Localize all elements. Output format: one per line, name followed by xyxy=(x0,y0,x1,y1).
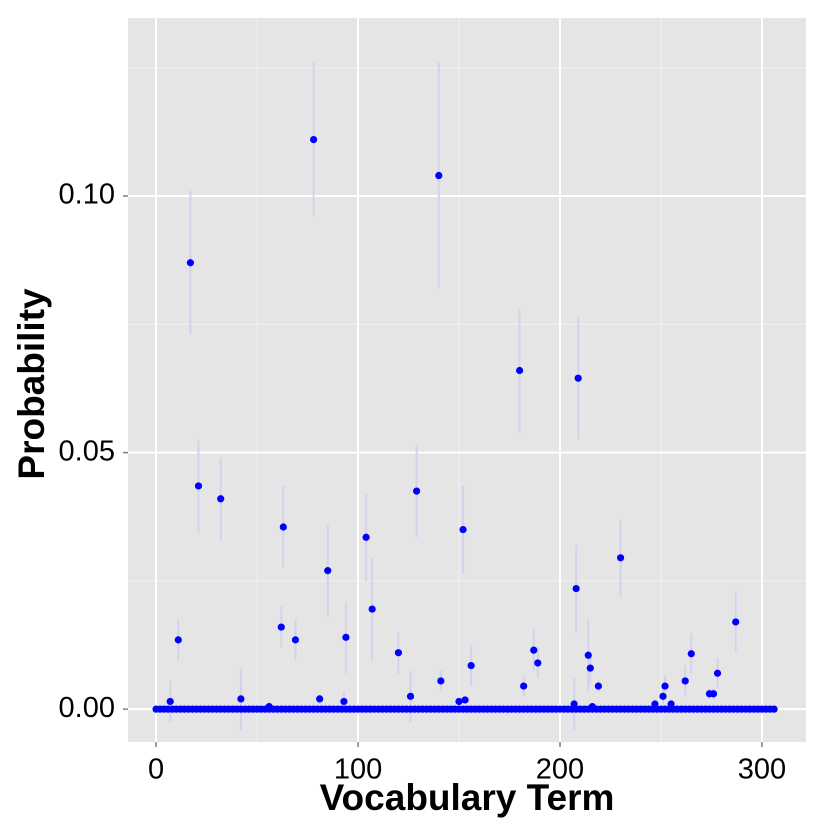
point xyxy=(362,533,370,541)
point xyxy=(530,646,538,654)
point xyxy=(455,697,463,706)
point xyxy=(394,649,403,657)
x-tick-label: 100 xyxy=(334,754,382,786)
point xyxy=(732,618,740,626)
point xyxy=(459,525,467,534)
point xyxy=(661,682,669,690)
point xyxy=(194,482,203,490)
point xyxy=(277,623,285,631)
y-tick-label: 0.00 xyxy=(59,692,115,724)
point xyxy=(574,374,582,382)
point xyxy=(340,697,348,706)
point xyxy=(435,171,443,180)
point xyxy=(217,495,225,503)
point xyxy=(584,651,592,659)
point xyxy=(291,636,300,644)
point xyxy=(770,705,778,713)
point xyxy=(667,700,675,708)
x-axis-title: Vocabulary Term xyxy=(320,777,615,818)
point xyxy=(461,696,469,704)
point xyxy=(166,697,174,706)
point xyxy=(687,650,695,658)
point xyxy=(709,690,718,698)
point xyxy=(713,669,722,677)
point xyxy=(651,700,659,708)
x-tick-label: 0 xyxy=(148,754,164,786)
point xyxy=(534,659,542,667)
point xyxy=(279,523,287,531)
point xyxy=(237,695,245,703)
point xyxy=(437,677,445,685)
point xyxy=(368,605,376,613)
point xyxy=(588,702,596,711)
x-tick-label: 300 xyxy=(738,754,786,786)
point xyxy=(616,554,625,562)
point xyxy=(467,661,475,670)
point xyxy=(516,366,524,375)
point xyxy=(586,664,594,672)
point xyxy=(265,702,273,711)
y-tick-label: 0.05 xyxy=(59,435,115,467)
point xyxy=(406,692,415,700)
point xyxy=(570,700,578,708)
y-tick-label: 0.10 xyxy=(59,179,115,211)
point xyxy=(174,636,182,644)
plot-panel xyxy=(128,18,806,742)
point xyxy=(520,682,528,690)
y-axis-title: Probability xyxy=(11,288,52,480)
point xyxy=(342,633,350,641)
point xyxy=(186,259,195,267)
point xyxy=(594,682,602,690)
point xyxy=(659,692,667,700)
point xyxy=(324,567,332,575)
point xyxy=(413,487,421,495)
x-tick-label: 200 xyxy=(536,754,584,786)
point xyxy=(572,584,580,593)
point xyxy=(681,677,689,685)
point xyxy=(310,136,318,144)
point xyxy=(316,695,324,703)
